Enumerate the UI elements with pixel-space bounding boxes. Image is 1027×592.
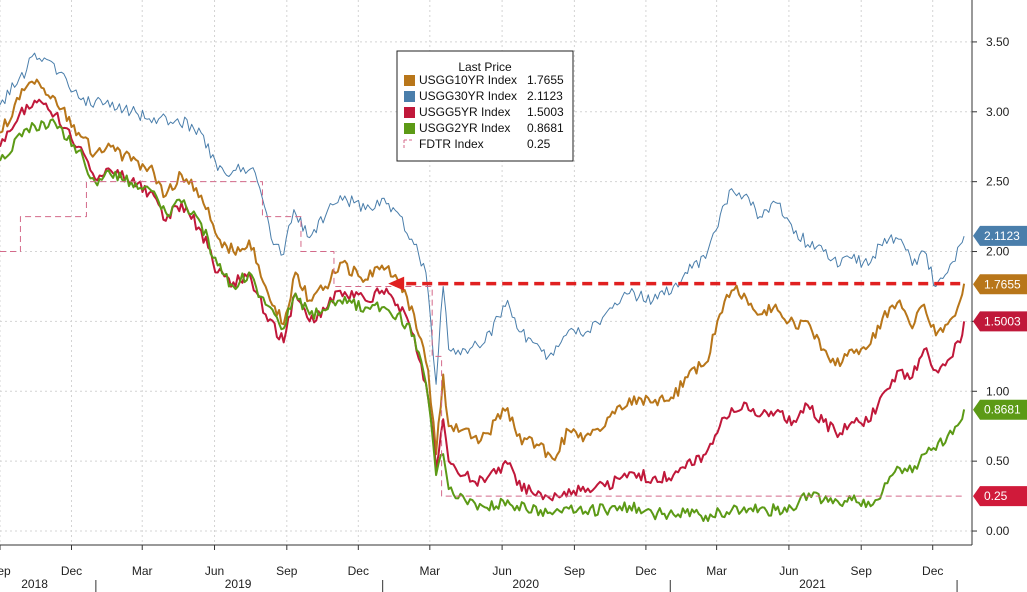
- y-tick-label: 2.00: [986, 245, 1010, 259]
- value-label-tag: [973, 225, 1027, 246]
- x-axis: Sep Dec Mar Jun Sep Dec Mar Jun Sep Dec Mar Jun Sep D…: [0, 544, 972, 592]
- legend-entry-value: 0.8681: [527, 121, 564, 135]
- legend-entry-name: USGG10YR Index: [419, 73, 517, 87]
- x-tick-label: Mar: [706, 564, 727, 578]
- x-tick-label: Jun: [205, 564, 224, 578]
- series-line-usgg2yr-index: [0, 118, 966, 522]
- value-label-text: 0.8681: [984, 403, 1021, 417]
- x-tick-label: Mar: [132, 564, 153, 578]
- legend-entry-name: USGG30YR Index: [419, 89, 517, 103]
- series-line-usgg10yr-index: [0, 78, 966, 462]
- year-label: 2019: [225, 577, 252, 591]
- value-label-tag: [973, 486, 1027, 507]
- legend-entry-name: FDTR Index: [419, 137, 484, 151]
- y-tick-label: 0.00: [986, 524, 1010, 538]
- y-tick-label: 3.50: [986, 35, 1010, 49]
- x-tick-label: Sep: [851, 564, 873, 578]
- year-label: 2021: [799, 577, 826, 591]
- x-tick-label: Sep: [276, 564, 298, 578]
- x-tick-label: Jun: [779, 564, 798, 578]
- year-label: 2018: [21, 577, 48, 591]
- y-tick-label: 0.50: [986, 454, 1010, 468]
- legend-box: [396, 50, 574, 162]
- x-tick-label: Mar: [419, 564, 440, 578]
- value-label-text: 1.7655: [984, 277, 1021, 291]
- year-label: 2020: [512, 577, 539, 591]
- value-label-tag: [973, 311, 1027, 332]
- x-tick-label: Jun: [492, 564, 511, 578]
- legend-swatch: [404, 123, 415, 134]
- value-label-text: 0.25: [984, 489, 1008, 503]
- series-line-usgg30yr-index: [0, 52, 965, 385]
- value-label-text: 2.1123: [984, 229, 1020, 243]
- legend-swatch: [404, 75, 415, 86]
- series-line-fdtr-index: [0, 181, 965, 497]
- legend-swatch: [403, 139, 414, 150]
- x-tick-label: Dec: [61, 564, 82, 578]
- legend-swatch: [404, 91, 415, 102]
- legend-entry-value: 0.25: [527, 137, 551, 151]
- legend-entry-name: USGG2YR Index: [419, 121, 510, 135]
- value-label-tag: [973, 274, 1027, 295]
- x-tick-label: Dec: [635, 564, 656, 578]
- legend-entry-value: 2.1123: [527, 89, 563, 103]
- legend-title: Last Price: [458, 60, 512, 74]
- value-label-tag: [973, 399, 1027, 420]
- series-layer: [0, 52, 966, 522]
- x-tick-label: Sep: [564, 564, 586, 578]
- x-tick-label: Sep: [0, 564, 11, 578]
- y-tick-label: 3.00: [986, 105, 1010, 119]
- x-tick-label: Dec: [348, 564, 369, 578]
- legend-entries: USGG10YR Index 1.7655 USGG30YR Index 2.1123…: [403, 73, 564, 151]
- annotation-arrow-head: [388, 276, 405, 291]
- annotation-layer: [388, 276, 961, 291]
- legend: Last Price USGG10YR Index 1.7655 USGG30YR …: [396, 50, 574, 162]
- legend-entry-value: 1.7655: [527, 73, 564, 87]
- y-tick-label: 2.50: [986, 175, 1010, 189]
- legend-entry-value: 1.5003: [527, 105, 564, 119]
- right-value-labels: 2.1123 1.7655 1.5003 0.8681 0.25: [973, 225, 1027, 507]
- value-label-text: 1.5003: [984, 314, 1021, 328]
- legend-swatch: [404, 107, 415, 118]
- legend-entry-name: USGG5YR Index: [419, 105, 510, 119]
- y-tick-label: 1.00: [986, 384, 1010, 398]
- x-tick-label: Dec: [922, 564, 943, 578]
